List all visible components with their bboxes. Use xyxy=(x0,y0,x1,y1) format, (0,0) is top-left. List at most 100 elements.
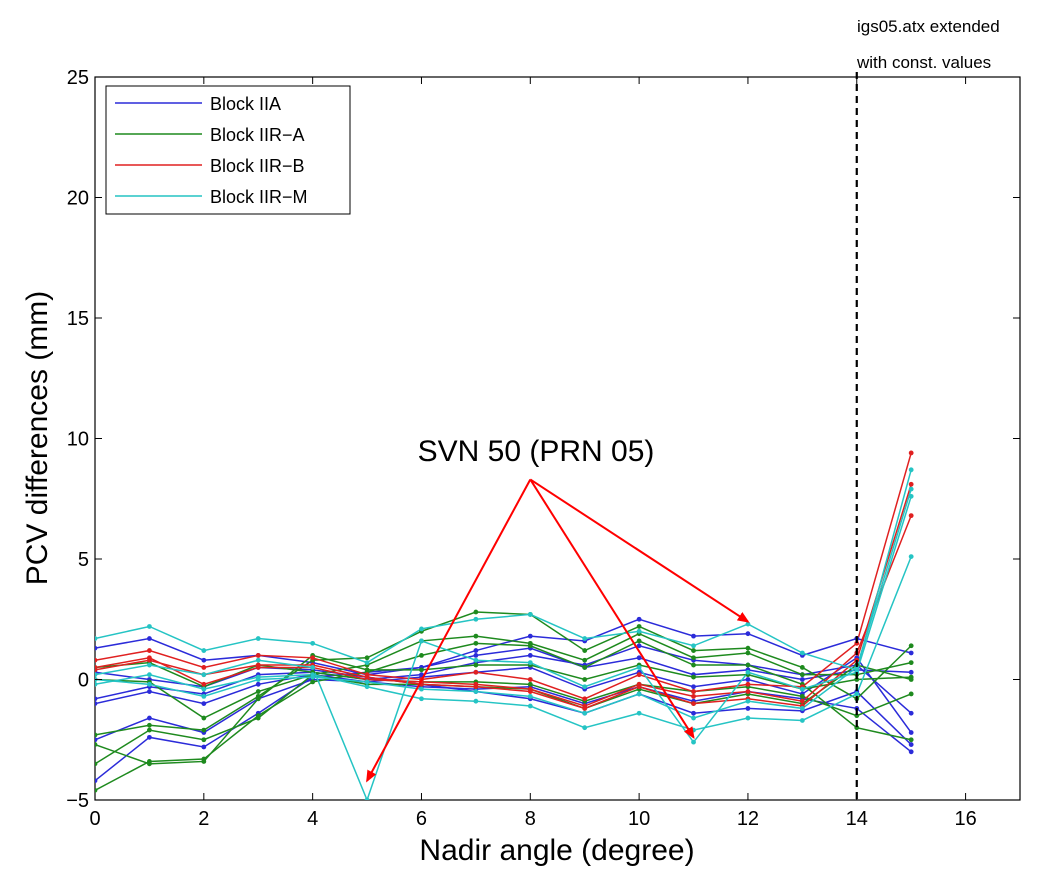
series-point xyxy=(255,665,261,670)
series-point xyxy=(745,698,751,704)
series-point xyxy=(364,660,370,666)
series-point xyxy=(691,739,696,745)
series-point xyxy=(255,713,261,719)
series-point xyxy=(364,684,370,690)
legend-label-iia: Block IIA xyxy=(210,94,281,114)
series-point xyxy=(745,662,751,668)
series-point xyxy=(147,636,152,641)
annotation-arrows xyxy=(366,478,750,783)
series-point xyxy=(691,662,696,668)
series-point xyxy=(799,686,805,692)
series-point xyxy=(147,681,152,687)
series-point xyxy=(908,749,914,755)
series-point xyxy=(310,674,316,680)
series-point xyxy=(636,655,642,661)
series-point xyxy=(527,681,533,687)
annotation-label: SVN 50 (PRN 05) xyxy=(418,435,655,468)
series-point xyxy=(255,681,261,687)
series-point xyxy=(799,693,805,699)
series-point xyxy=(636,672,642,678)
series-point xyxy=(364,667,370,673)
series-point xyxy=(147,715,152,721)
series-point xyxy=(636,643,642,649)
series-point xyxy=(527,693,533,699)
series-point xyxy=(364,797,370,800)
legend-label-iirm: Block IIR−M xyxy=(210,187,308,207)
series-point xyxy=(201,701,207,706)
series-point xyxy=(691,727,696,733)
series-point xyxy=(582,696,588,702)
series-line-5 xyxy=(95,656,912,733)
series-line-13 xyxy=(95,484,912,710)
series-point xyxy=(908,742,914,747)
series-point xyxy=(854,677,860,682)
series-point xyxy=(799,718,805,723)
series-point xyxy=(799,698,805,704)
series-point xyxy=(527,703,533,709)
series-point xyxy=(364,679,370,685)
series-point xyxy=(908,450,914,456)
series-line-15 xyxy=(95,469,912,671)
series-point xyxy=(364,655,370,661)
series-point xyxy=(527,686,533,692)
series-point xyxy=(419,667,424,673)
series-point xyxy=(95,657,98,663)
series-line-9 xyxy=(95,654,912,765)
series-point xyxy=(745,677,751,682)
series-layer xyxy=(95,452,912,800)
series-point xyxy=(854,725,860,731)
x-tick-label: 12 xyxy=(737,808,759,830)
series-point xyxy=(473,698,479,704)
series-point xyxy=(745,650,751,656)
series-point xyxy=(745,669,751,675)
series-line-4 xyxy=(95,666,912,746)
series-point xyxy=(908,730,914,735)
y-tick-label: 10 xyxy=(67,429,89,451)
series-point xyxy=(636,624,642,629)
series-point xyxy=(419,686,424,692)
series-point xyxy=(147,727,152,733)
legend-label-iira: Block IIR−A xyxy=(210,125,305,145)
x-tick-label: 0 xyxy=(89,808,100,830)
series-point xyxy=(691,689,696,694)
x-tick-label: 16 xyxy=(954,808,976,830)
series-point xyxy=(636,710,642,716)
series-point xyxy=(691,674,696,680)
series-point xyxy=(473,689,479,694)
series-point xyxy=(95,672,98,678)
series-line-14 xyxy=(95,515,912,707)
series-line-17 xyxy=(95,556,912,731)
series-point xyxy=(255,689,261,694)
series-point xyxy=(201,686,207,692)
series-point xyxy=(201,657,207,663)
series-point xyxy=(527,677,533,682)
series-point xyxy=(691,715,696,721)
series-point xyxy=(473,648,479,653)
legend: Block IIA Block IIR−A Block IIR−B Block … xyxy=(105,85,351,215)
x-axis-label: Nadir angle (degree) xyxy=(419,834,694,867)
series-point xyxy=(691,643,696,649)
x-tick-label: 4 xyxy=(307,808,318,830)
series-point xyxy=(473,609,479,615)
series-point xyxy=(582,684,588,690)
x-tick-label: 10 xyxy=(628,808,650,830)
series-point xyxy=(745,706,751,711)
series-point xyxy=(636,628,642,634)
series-point xyxy=(419,696,424,702)
series-line-1 xyxy=(95,644,912,714)
series-point xyxy=(745,621,751,627)
series-point xyxy=(95,681,98,687)
series-point xyxy=(799,706,805,711)
series-point xyxy=(310,640,316,646)
series-point xyxy=(527,612,533,617)
series-point xyxy=(908,691,914,697)
series-point xyxy=(473,653,479,658)
series-point xyxy=(854,640,860,646)
series-point xyxy=(908,737,914,743)
series-point xyxy=(95,761,98,767)
series-point xyxy=(799,650,805,656)
series-point xyxy=(473,669,479,675)
series-point xyxy=(636,681,642,687)
